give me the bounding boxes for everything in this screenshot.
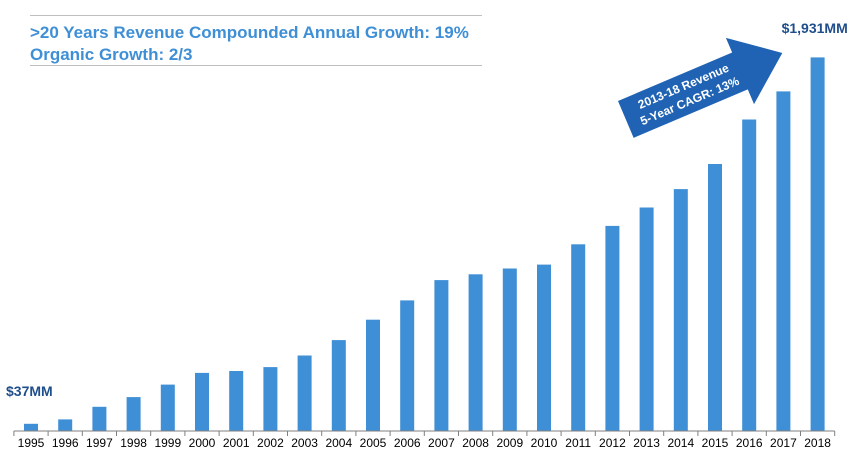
bar-2013 <box>639 207 654 431</box>
bar-2011 <box>571 244 586 431</box>
x-tick-label-2018: 2018 <box>804 436 831 450</box>
x-tick-label-2007: 2007 <box>428 436 455 450</box>
x-tick-label-2002: 2002 <box>257 436 284 450</box>
bar-1999 <box>160 384 175 431</box>
bar-2012 <box>605 225 620 431</box>
bar-2000 <box>195 372 209 431</box>
x-tick-label-1999: 1999 <box>154 436 181 450</box>
x-tick-label-2013: 2013 <box>633 436 660 450</box>
bar-2007 <box>434 280 449 431</box>
bar-2009 <box>502 268 517 431</box>
x-tick-label-2012: 2012 <box>599 436 626 450</box>
x-tick-label-2010: 2010 <box>531 436 558 450</box>
x-tick-label-1996: 1996 <box>52 436 79 450</box>
x-tick-label-2017: 2017 <box>770 436 797 450</box>
x-tick-label-2003: 2003 <box>291 436 318 450</box>
bar-1997 <box>92 406 107 431</box>
bar-2003 <box>297 355 312 431</box>
x-tick-label-2016: 2016 <box>736 436 763 450</box>
headline: >20 Years Revenue Compounded Annual Grow… <box>30 22 469 66</box>
bar-2006 <box>400 300 415 431</box>
first-value-label: $37MM <box>6 383 53 399</box>
bar-1998 <box>126 397 141 431</box>
bar-2001 <box>229 371 244 431</box>
bar-2004 <box>331 340 346 431</box>
x-tick-label-2000: 2000 <box>189 436 216 450</box>
bar-2016 <box>742 119 757 431</box>
bar-2002 <box>263 367 278 431</box>
x-tick-label-2008: 2008 <box>462 436 489 450</box>
last-value-label: $1,931MM <box>782 20 848 36</box>
bar-1995 <box>24 423 38 431</box>
x-tick-label-2009: 2009 <box>496 436 523 450</box>
bar-2018 <box>810 57 825 432</box>
x-tick-label-2006: 2006 <box>394 436 421 450</box>
cagr-arrow-shape <box>618 37 783 138</box>
x-axis-ticks <box>13 431 836 436</box>
bar-2005 <box>366 319 380 431</box>
x-tick-label-1998: 1998 <box>120 436 147 450</box>
bar-2017 <box>776 91 791 432</box>
x-tick-label-2014: 2014 <box>667 436 694 450</box>
bar-2015 <box>708 164 722 431</box>
headline-line-1: >20 Years Revenue Compounded Annual Grow… <box>30 23 469 42</box>
x-tick-label-2005: 2005 <box>360 436 387 450</box>
x-axis-labels: 1995 1996 1997 1998 1999 2000 2001 2002 2003 2004… <box>18 436 832 450</box>
x-tick-label-2015: 2015 <box>702 436 729 450</box>
bar-2010 <box>537 264 551 431</box>
bar-2008 <box>468 274 483 431</box>
x-tick-label-2004: 2004 <box>325 436 352 450</box>
bar-group <box>24 57 825 432</box>
x-tick-label-1995: 1995 <box>18 436 45 450</box>
headline-bottom-rule <box>30 65 482 66</box>
bar-2014 <box>673 189 688 431</box>
cagr-arrow: 2013-18 Revenue 5-Year CAGR: 13% <box>618 37 783 138</box>
headline-line-2: Organic Growth: 2/3 <box>30 45 193 64</box>
bar-1996 <box>58 419 73 431</box>
x-tick-label-1997: 1997 <box>86 436 113 450</box>
x-tick-label-2011: 2011 <box>565 436 591 450</box>
x-tick-label-2001: 2001 <box>223 436 250 450</box>
headline-top-rule <box>30 15 482 16</box>
